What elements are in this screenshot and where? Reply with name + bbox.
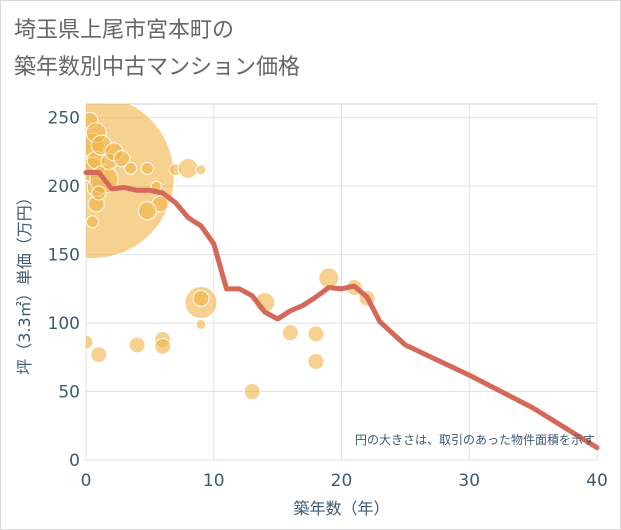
y-tick-label: 200 [48,177,80,197]
y-tick-label: 100 [48,314,80,334]
chart-title-line-2: 築年数別中古マンション価格 [14,55,301,80]
y-tick-label: 250 [48,109,80,129]
chart-title-line-1: 埼玉県上尾市宮本町の [14,18,235,43]
trend-line [83,169,600,451]
bubble-point [177,157,199,179]
bubble-point [124,161,138,175]
bubble-point [128,336,146,354]
grid-lines [85,104,598,461]
bubble-point [307,325,325,343]
trend-line-series [83,169,600,451]
x-tick-label: 10 [203,471,225,491]
bubble-point [192,289,210,307]
bubble-point [137,201,157,221]
bubble-point [86,215,99,229]
y-tick-label: 0 [69,451,80,471]
bubble-point [91,185,107,201]
x-tick-label: 0 [81,471,92,491]
bubble-point [113,150,131,168]
size-annotation: 円の大きさは、取引のあった物件面積を示す [355,432,595,447]
bubble-point [154,337,172,355]
y-tick-label: 50 [58,383,80,403]
y-axis-label: 坪（3.3㎡）単価（万円） [15,189,34,374]
x-axis-label: 築年数（年） [293,499,389,518]
x-tick-label: 20 [331,471,353,491]
bubble-point [195,164,207,176]
bubble-point [195,318,207,330]
bubble-point [307,352,325,370]
bubble-point [86,334,94,350]
x-tick-label: 30 [458,471,480,491]
bubble-point [318,267,340,289]
bubble-point [90,346,108,364]
x-tick-labels: 0 10 20 30 40 [81,471,608,491]
y-tick-label: 150 [48,246,80,266]
bubble-point [140,161,154,175]
bubble-point [243,383,261,401]
chart-title: 埼玉県上尾市宮本町の 築年数別中古マンション価格 [14,12,300,86]
x-tick-label: 40 [586,471,608,491]
bubble-point [281,324,299,342]
y-tick-labels: 0 50 100 150 200 250 [48,109,80,471]
